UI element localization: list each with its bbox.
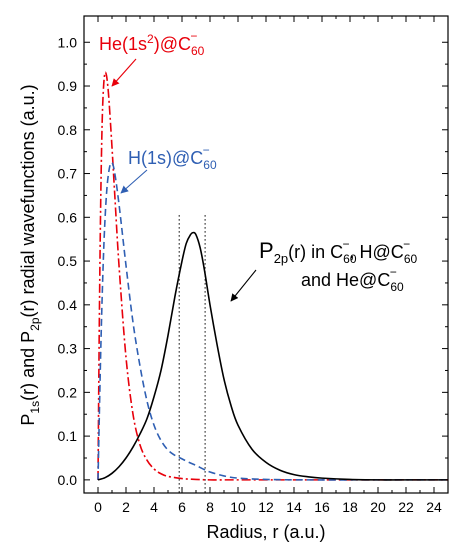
annotation-he-sup: 2	[147, 32, 154, 46]
x-tick-label: 22	[398, 499, 414, 515]
annotation-p2p-sup: −	[343, 237, 350, 251]
annotation-p2p-rest: (r) in C	[288, 242, 343, 262]
arrow-he	[111, 58, 137, 87]
y-axis-title-p1: P	[18, 414, 38, 426]
y-tick-label: 0.0	[58, 472, 78, 488]
annotation-h-base: H(1s)@C	[128, 148, 203, 168]
x-tick-label: 0	[94, 499, 102, 515]
y-axis-title-p3: (r) radial wavefunctions (a.u.)	[18, 84, 38, 317]
arrow-h	[120, 169, 148, 194]
annotation-he: He(1s2)@C60−	[99, 29, 205, 58]
series-p2p-line	[97, 231, 448, 481]
annotation-he-sub: 60	[191, 44, 205, 58]
curves	[97, 71, 448, 481]
annotation-p2p-p: P	[259, 238, 274, 263]
x-tick-label: 10	[230, 499, 246, 515]
x-tick-label: 16	[314, 499, 330, 515]
x-tick-label: 8	[206, 499, 214, 515]
x-tick-label: 12	[258, 499, 274, 515]
x-tick-label: 20	[370, 499, 386, 515]
y-axis-title-s2: 2p	[28, 317, 42, 331]
annotation-p2p-line2-sub: 60	[390, 280, 404, 294]
annotation-he-base: He(1s	[99, 34, 147, 54]
x-axis-title: Radius, r (a.u.)	[206, 522, 325, 542]
y-tick-label: 0.5	[58, 253, 78, 269]
annotation-he-sup2: −	[190, 29, 197, 43]
annotation-h-sub: 60	[203, 158, 217, 172]
annotation-p2p-line2-sup: −	[390, 265, 397, 279]
annotation-h: H(1s)@C60−	[128, 143, 217, 172]
y-tick-label: 0.8	[58, 122, 78, 138]
series-h-line	[97, 161, 448, 481]
y-tick-label: 0.9	[58, 78, 78, 94]
y-tick-label: 0.7	[58, 166, 78, 182]
y-axis-title-p2: (r) and P	[18, 331, 38, 401]
annotation-h-sup: −	[203, 143, 210, 157]
y-tick-label: 1.0	[58, 34, 78, 50]
y-tick-label: 0.6	[58, 209, 78, 225]
y-tick-label: 0.4	[58, 297, 78, 313]
annotation-p2p-mid: , H@C	[350, 242, 404, 262]
annotation-p2p-line1: P2p(r) in C60−, H@C60−	[259, 237, 417, 266]
y-axis-title-s1: 1s	[28, 401, 42, 414]
y-tick-label: 0.1	[58, 428, 78, 444]
y-axis-title: P1s(r) and P2p(r) radial wavefunctions (…	[18, 84, 42, 425]
x-tick-label: 4	[150, 499, 158, 515]
annotation-p2p-line2: and He@C60−	[301, 265, 404, 294]
series-he-line	[97, 71, 448, 481]
annotation-p2p-line2-text: and He@C	[301, 270, 390, 290]
y-tick-label: 0.3	[58, 341, 78, 357]
y-tick-label: 0.2	[58, 384, 78, 400]
arrow-p2p	[230, 269, 257, 302]
axis-ticks: 0 2 4 6 8 10 12 14 16 18 20 22 240.00.10.20.30.40.50…	[58, 16, 448, 515]
x-tick-label: 18	[342, 499, 358, 515]
annotation-p2p-sup2: −	[403, 237, 410, 251]
x-tick-label: 2	[122, 499, 130, 515]
x-tick-label: 14	[286, 499, 302, 515]
annotation-he-mid: )@C	[154, 34, 191, 54]
annotation-p2p-s: 2p	[274, 251, 288, 266]
annotation-p2p-sub2: 60	[404, 252, 418, 266]
annotation-p2p-sub: 60	[343, 252, 357, 266]
x-tick-label: 6	[178, 499, 186, 515]
x-tick-label: 24	[426, 499, 442, 515]
